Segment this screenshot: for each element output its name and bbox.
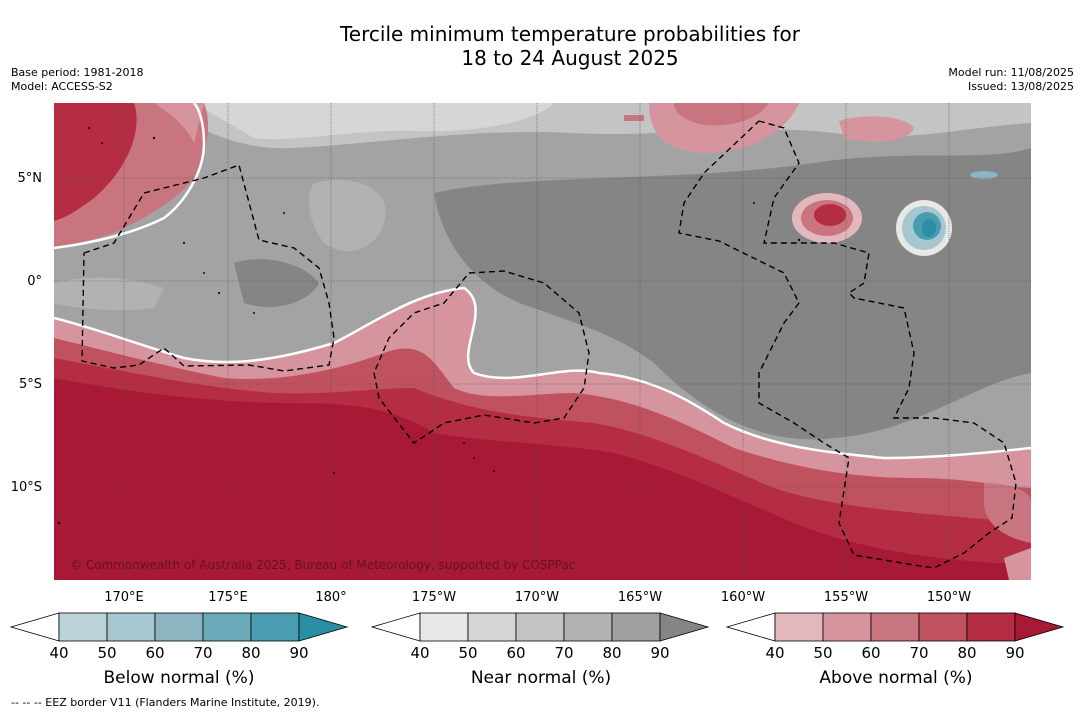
colorbar-swatch [106, 612, 156, 642]
lon-label-170e: 170°E [104, 590, 144, 605]
title-line-1: Tercile minimum temperature probabilitie… [339, 22, 801, 46]
cb-below-tick: 40 [49, 644, 69, 662]
colorbar-extend-low [9, 612, 60, 642]
colorbar-swatch [154, 612, 204, 642]
lon-label-150w: 150°W [926, 590, 972, 605]
cb-below-tick: 50 [97, 644, 117, 662]
model-run: Model run: 11/08/2025 [948, 66, 1074, 79]
lat-label-5n: 5°N [17, 171, 43, 186]
colorbar-above [725, 612, 1066, 648]
cb-above-tick: 60 [861, 644, 881, 662]
run-info: Model run: 11/08/2025 Issued: 13/08/2025 [948, 66, 1074, 94]
graticule [54, 103, 1031, 580]
lon-label-175e: 175°E [208, 590, 248, 605]
colorbar-extend-low [370, 612, 421, 642]
colorbar-swatch [419, 612, 469, 642]
colorbar-above-swatches [725, 612, 1065, 642]
colorbar-swatch [250, 612, 300, 642]
lon-label-180: 180° [315, 590, 347, 605]
cb-near-tick: 60 [506, 644, 526, 662]
lat-label-10s: 10°S [10, 480, 42, 495]
lat-label-5s: 5°S [18, 377, 42, 392]
cb-near-tick: 50 [458, 644, 478, 662]
lon-label-170w: 170°W [514, 590, 560, 605]
colorbar-swatch [774, 612, 824, 642]
lat-label-0: 0° [27, 274, 42, 289]
cb-above-tick: 40 [765, 644, 785, 662]
cb-below-tick: 70 [193, 644, 213, 662]
eez-footnote: -- -- -- EEZ border V11 (Flanders Marine… [11, 696, 320, 709]
colorbar-swatch [515, 612, 565, 642]
colorbar-below [9, 612, 350, 648]
cb-near-tick: 90 [650, 644, 670, 662]
cb-above-tick: 50 [813, 644, 833, 662]
base-period: Base period: 1981-2018 [11, 66, 144, 79]
colorbar-extend-high [1014, 612, 1065, 642]
colorbar-above-title: Above normal (%) [819, 668, 973, 688]
cb-near-tick: 40 [410, 644, 430, 662]
cb-above-tick: 70 [909, 644, 929, 662]
colorbar-extend-high [659, 612, 710, 642]
lon-label-175w: 175°W [411, 590, 457, 605]
colorbar-swatch [58, 612, 108, 642]
colorbar-swatch [202, 612, 252, 642]
cb-near-tick: 80 [602, 644, 622, 662]
colorbar-extend-high [298, 612, 349, 642]
lon-label-160w: 160°W [720, 590, 766, 605]
base-info: Base period: 1981-2018 Model: ACCESS-S2 [11, 66, 143, 94]
colorbar-swatch [870, 612, 920, 642]
colorbar-extend-low [725, 612, 776, 642]
colorbar-swatch [822, 612, 872, 642]
cb-below-tick: 60 [145, 644, 165, 662]
colorbar-swatch [467, 612, 517, 642]
colorbar-swatch [563, 612, 613, 642]
cb-above-tick: 90 [1005, 644, 1025, 662]
probability-map [54, 103, 1031, 580]
colorbar-swatch [966, 612, 1016, 642]
lon-label-155w: 155°W [823, 590, 869, 605]
colorbar-near-swatches [370, 612, 710, 642]
cb-above-tick: 80 [957, 644, 977, 662]
colorbar-below-swatches [9, 612, 349, 642]
lon-label-165w: 165°W [617, 590, 663, 605]
map-title: Tercile minimum temperature probabilitie… [0, 22, 1085, 70]
title-line-2: 18 to 24 August 2025 [461, 46, 679, 70]
eez-borders [81, 120, 1017, 569]
copyright-notice: © Commonwealth of Australia 2025, Bureau… [70, 558, 576, 572]
colorbar-swatch [611, 612, 661, 642]
issued-date: Issued: 13/08/2025 [967, 80, 1074, 93]
islands [57, 126, 801, 525]
model-name: Model: ACCESS-S2 [11, 80, 113, 93]
map-svg [54, 103, 1031, 580]
colorbar-near [370, 612, 711, 648]
cb-below-tick: 80 [241, 644, 261, 662]
colorbar-near-title: Near normal (%) [470, 668, 612, 688]
colorbar-swatch [918, 612, 968, 642]
colorbar-below-title: Below normal (%) [103, 668, 255, 688]
cb-near-tick: 70 [554, 644, 574, 662]
cb-below-tick: 90 [289, 644, 309, 662]
